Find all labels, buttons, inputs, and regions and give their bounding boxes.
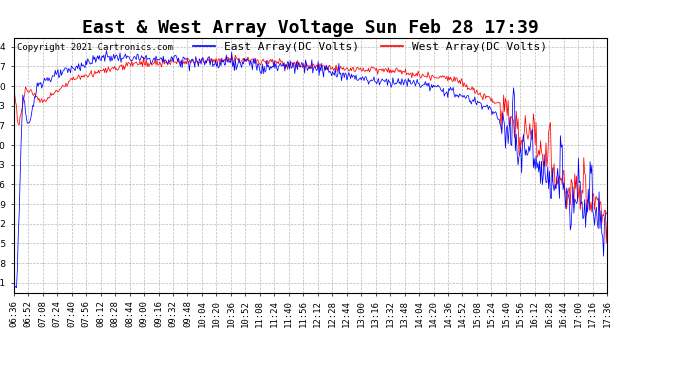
Text: Copyright 2021 Cartronics.com: Copyright 2021 Cartronics.com: [17, 43, 172, 52]
Legend: East Array(DC Volts), West Array(DC Volts): East Array(DC Volts), West Array(DC Volt…: [188, 38, 551, 56]
Title: East & West Array Voltage Sun Feb 28 17:39: East & West Array Voltage Sun Feb 28 17:…: [82, 20, 539, 38]
